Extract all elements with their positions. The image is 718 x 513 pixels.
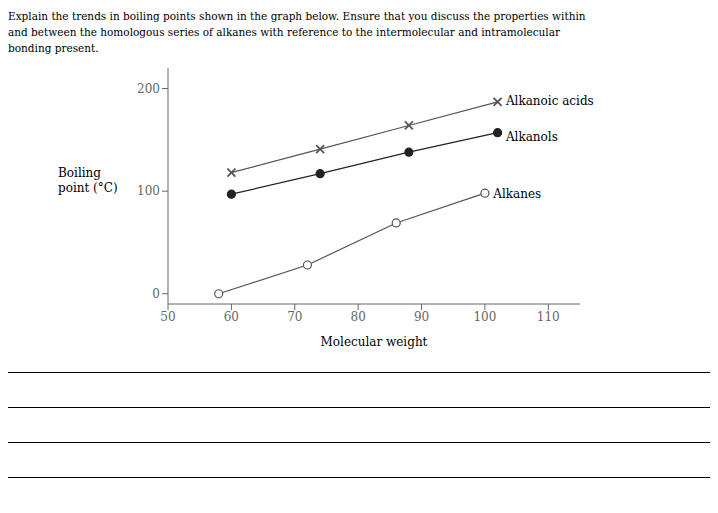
svg-text:Alkanols: Alkanols [505,130,558,144]
svg-text:70: 70 [287,310,302,324]
html-text:and between the homologous ser: and between the homologous series of alk… [8,26,560,38]
svg-text:Alkanes: Alkanes [492,187,541,201]
svg-text:110: 110 [537,310,560,324]
html-text:point (°C): point (°C) [58,181,118,195]
svg-text:60: 60 [224,310,239,324]
html-text:Explain the trends in boiling: Explain the trends in boiling points sho… [8,10,586,22]
html-text:Boiling: Boiling [58,166,101,180]
svg-text:100: 100 [137,184,160,198]
html-text:bonding present.: bonding present. [8,42,99,54]
svg-text:100: 100 [473,310,496,324]
svg-text:0: 0 [152,287,160,301]
svg-text:Molecular weight: Molecular weight [321,335,428,349]
svg-text:90: 90 [414,310,429,324]
svg-text:50: 50 [160,310,175,324]
svg-text:Alkanoic acids: Alkanoic acids [505,94,594,108]
svg-text:80: 80 [351,310,366,324]
svg-text:200: 200 [137,82,160,96]
